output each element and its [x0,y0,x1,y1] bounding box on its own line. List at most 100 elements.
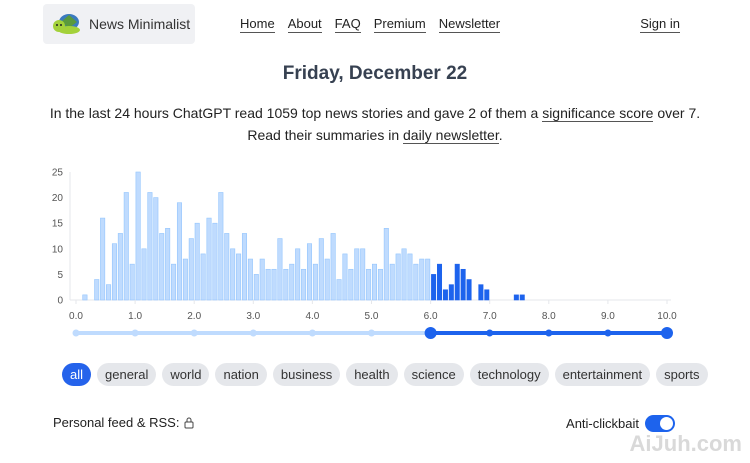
histogram-bar [448,284,454,301]
histogram-bar [182,258,188,301]
histogram-bar [324,258,330,301]
slider-step-dot[interactable] [545,329,553,337]
histogram-bar [265,268,271,301]
personal-feed-label: Personal feed & RSS: [53,415,180,430]
histogram-bar [318,238,324,301]
significance-score-link[interactable]: significance score [542,105,654,122]
brand-name: News Minimalist [89,16,191,32]
y-tick-label: 25 [52,168,64,179]
x-tick-label: 7.0 [483,311,497,322]
histogram-bar [289,263,295,301]
histogram-bar [135,171,141,301]
intro-part: In the last 24 hours ChatGPT read 1059 t… [49,105,543,121]
histogram-bar [295,248,301,301]
histogram-bar [117,233,123,301]
category-chip-general[interactable]: general [97,363,157,386]
histogram-bar [188,238,194,301]
histogram-bar [330,233,336,301]
histogram-bar [123,192,129,301]
daily-newsletter-link[interactable]: daily newsletter [403,127,499,144]
x-tick-label: 4.0 [305,311,319,322]
histogram-bar [442,289,448,301]
nav-premium[interactable]: Premium [373,16,426,33]
histogram-bar [100,217,106,301]
histogram-bar [377,268,383,301]
main-nav: Home About FAQ Premium Newsletter [240,16,501,33]
slider-step-dot[interactable] [131,329,139,337]
lock-icon [184,417,194,429]
histogram-bar [513,294,519,301]
slider-step-dot[interactable] [604,329,612,337]
y-tick-label: 5 [57,270,63,281]
anti-clickbait-label: Anti-clickbait [566,416,639,431]
histogram-bar [484,289,490,301]
slider-min-handle[interactable] [424,327,437,339]
histogram-bar [519,294,525,301]
histogram-bar [354,248,360,301]
slider-step-dot[interactable] [368,329,375,337]
category-chip-entertainment[interactable]: entertainment [554,363,651,386]
slider-step-dot[interactable] [72,329,80,337]
personal-feed[interactable]: Personal feed & RSS: [53,415,194,430]
histogram-bar [230,248,236,301]
category-chip-science[interactable]: science [403,363,464,386]
intro-part: . [498,127,503,143]
histogram-bar [271,268,277,301]
score-histogram: 0 5 10 15 20 25 0.0 1.0 2.0 3.0 4.0 5.0 6.0 7.0 8.0 9.0… [52,168,677,339]
category-chip-sports[interactable]: sports [656,363,708,386]
histogram-bar [454,263,460,301]
histogram-bar [336,279,342,301]
histogram-bar [194,222,200,301]
nav-home[interactable]: Home [240,16,275,33]
anti-clickbait-toggle[interactable] [645,415,675,432]
slider-max-handle[interactable] [661,327,673,339]
histogram-bar [129,263,135,301]
histogram-bar [389,263,395,301]
logo-home-link[interactable]: News Minimalist [43,4,195,44]
category-chip-business[interactable]: business [272,363,341,386]
histogram-bar [247,258,253,301]
category-chip-world[interactable]: world [162,363,210,386]
histogram-bar [218,192,224,301]
nav-about[interactable]: About [287,16,322,33]
y-tick-label: 0 [57,296,63,307]
category-chip-nation[interactable]: nation [215,363,267,386]
sign-in-link[interactable]: Sign in [640,16,680,33]
y-tick-label: 15 [52,219,64,230]
histogram-bar [437,263,443,301]
histogram-bar [383,228,389,301]
histogram-bar [283,268,289,301]
histogram-bar [259,258,265,301]
slider-step-dot[interactable] [308,329,316,337]
category-chip-all[interactable]: all [62,363,92,386]
y-tick-label: 20 [52,193,64,204]
nav-newsletter[interactable]: Newsletter [438,16,501,33]
histogram-bar [401,248,407,301]
slider-step-dot[interactable] [249,329,257,337]
category-filter: all general world nation business health scien… [62,363,708,386]
category-chip-technology[interactable]: technology [469,363,549,386]
slider-step-dot[interactable] [486,329,494,337]
histogram-bar [165,228,171,301]
histogram-bar [253,274,259,301]
histogram-bar [94,279,100,301]
x-tick-label: 8.0 [542,311,556,322]
nav-faq[interactable]: FAQ [334,16,361,33]
slider-step-dot[interactable] [190,329,198,337]
histogram-bar [159,233,165,301]
x-tick-label: 6.0 [424,311,438,322]
x-tick-label: 5.0 [365,311,379,322]
histogram-bar [371,263,377,301]
intro-part: over 7. [653,105,701,121]
histogram-bar [413,263,419,301]
x-tick-label: 10.0 [657,311,677,322]
category-chip-health[interactable]: health [346,363,398,386]
histogram-bar [153,197,159,301]
x-tick-label: 9.0 [601,311,615,322]
histogram-bar [407,253,413,301]
histogram-bar [200,253,206,301]
y-tick-label: 10 [52,244,64,255]
histogram-bar [431,274,437,301]
histogram-bar [106,284,112,301]
histogram-bar [425,258,431,301]
